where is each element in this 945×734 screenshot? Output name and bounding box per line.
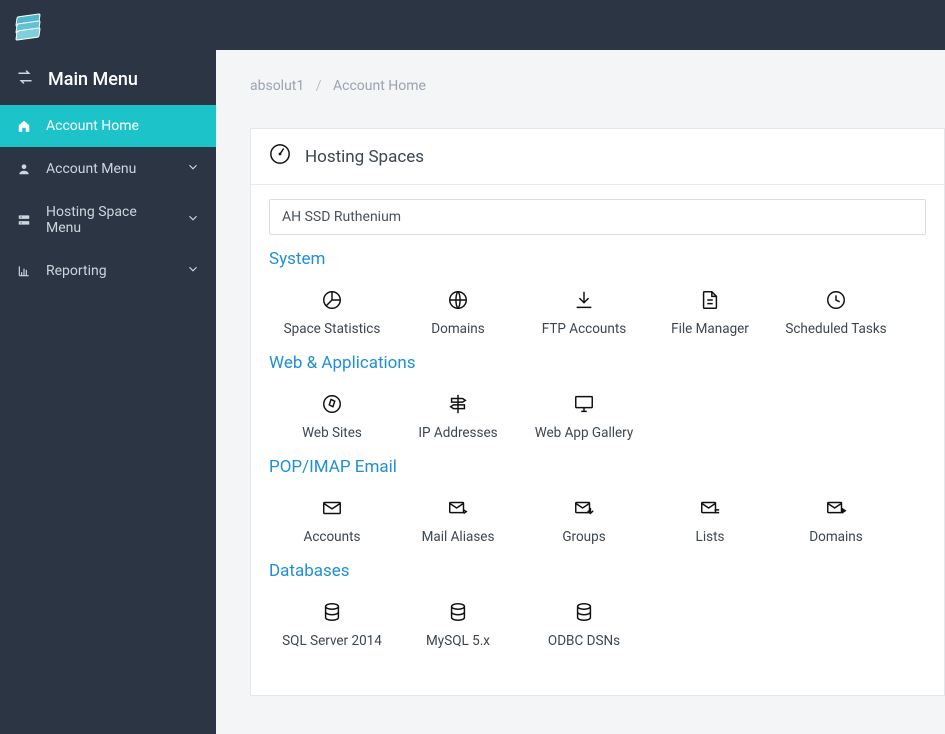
sidebar-item-reporting[interactable]: Reporting [0,249,216,293]
tile-scheduled-tasks[interactable]: Scheduled Tasks [773,283,899,343]
sidebar-item-label: Reporting [46,263,172,279]
tile-label: Space Statistics [284,321,381,337]
breadcrumb-current: Account Home [333,78,426,94]
section-title-email: POP/IMAP Email [269,457,926,477]
email-row: Accounts Mail Aliases Groups Lists [269,491,926,551]
tile-label: Web App Gallery [535,425,634,441]
tile-web-sites[interactable]: Web Sites [269,387,395,447]
mail-alias-icon [447,495,469,521]
tile-label: Domains [809,529,862,545]
tile-label: Scheduled Tasks [785,321,886,337]
clock-icon [825,287,847,313]
tile-label: Lists [696,529,725,545]
breadcrumb-separator: / [316,78,322,94]
tile-mail-domains[interactable]: Domains [773,491,899,551]
tile-label: Mail Aliases [422,529,495,545]
compass-icon [321,391,343,417]
mail-icon [321,495,343,521]
tile-web-app-gallery[interactable]: Web App Gallery [521,387,647,447]
file-icon [699,287,721,313]
tile-space-statistics[interactable]: Space Statistics [269,283,395,343]
download-icon [573,287,595,313]
tile-ip-addresses[interactable]: IP Addresses [395,387,521,447]
content-area: absolut1 / Account Home Hosting Spaces A… [216,50,945,734]
database-icon [447,599,469,625]
tile-label: Web Sites [302,425,362,441]
chevron-down-icon [186,262,200,280]
user-icon [16,161,32,177]
sidebar-title: Main Menu [0,50,216,105]
topbar [0,0,945,50]
chart-icon [16,263,32,279]
web-row: Web Sites IP Addresses Web App Gallery [269,387,926,447]
pie-icon [321,287,343,313]
tile-label: FTP Accounts [542,321,626,337]
tile-file-manager[interactable]: File Manager [647,283,773,343]
section-title-databases: Databases [269,561,926,581]
panel-title: Hosting Spaces [305,147,424,167]
tile-mail-groups[interactable]: Groups [521,491,647,551]
tile-label: ODBC DSNs [548,633,620,649]
panel-header: Hosting Spaces [251,129,944,185]
tile-odbc[interactable]: ODBC DSNs [521,595,647,655]
tile-sql-server[interactable]: SQL Server 2014 [269,595,395,655]
mail-group-icon [573,495,595,521]
sidebar-item-label: Account Home [46,118,200,134]
system-row: Space Statistics Domains FTP Accounts Fi… [269,283,926,343]
selected-space: AH SSD Ruthenium [282,209,401,225]
mail-domain-icon [825,495,847,521]
tile-mysql[interactable]: MySQL 5.x [395,595,521,655]
hosting-spaces-panel: Hosting Spaces AH SSD Ruthenium System S… [250,128,945,696]
section-title-system: System [269,249,926,269]
main-menu-label: Main Menu [48,69,138,90]
tile-domains[interactable]: Domains [395,283,521,343]
mail-list-icon [699,495,721,521]
tile-label: IP Addresses [418,425,497,441]
hosting-space-select[interactable]: AH SSD Ruthenium [269,199,926,235]
signpost-icon [447,391,469,417]
tile-label: File Manager [671,321,749,337]
sidebar-item-account-home[interactable]: Account Home [0,105,216,147]
chevron-down-icon [186,211,200,229]
database-icon [321,599,343,625]
tile-label: Domains [431,321,484,337]
sidebar: Main Menu Account Home Account Menu Host… [0,50,216,734]
app-logo[interactable] [14,11,42,39]
tile-label: Accounts [304,529,361,545]
db-row: SQL Server 2014 MySQL 5.x ODBC DSNs [269,595,926,655]
monitor-icon [573,391,595,417]
gauge-icon [269,143,291,170]
sidebar-item-label: Hosting Space Menu [46,204,172,236]
tile-label: MySQL 5.x [426,633,490,649]
tile-label: Groups [562,529,605,545]
tile-mail-lists[interactable]: Lists [647,491,773,551]
home-icon [16,118,32,134]
section-title-web: Web & Applications [269,353,926,373]
breadcrumb: absolut1 / Account Home [250,78,945,94]
tile-mail-aliases[interactable]: Mail Aliases [395,491,521,551]
sidebar-item-label: Account Menu [46,161,172,177]
tile-ftp-accounts[interactable]: FTP Accounts [521,283,647,343]
globe-icon [447,287,469,313]
sidebar-item-hosting-space-menu[interactable]: Hosting Space Menu [0,191,216,249]
sidebar-item-account-menu[interactable]: Account Menu [0,147,216,191]
chevron-down-icon [186,160,200,178]
tile-label: SQL Server 2014 [282,633,382,649]
breadcrumb-root[interactable]: absolut1 [250,78,304,94]
server-icon [16,212,32,228]
tile-email-accounts[interactable]: Accounts [269,491,395,551]
swap-icon [16,68,34,91]
database-icon [573,599,595,625]
